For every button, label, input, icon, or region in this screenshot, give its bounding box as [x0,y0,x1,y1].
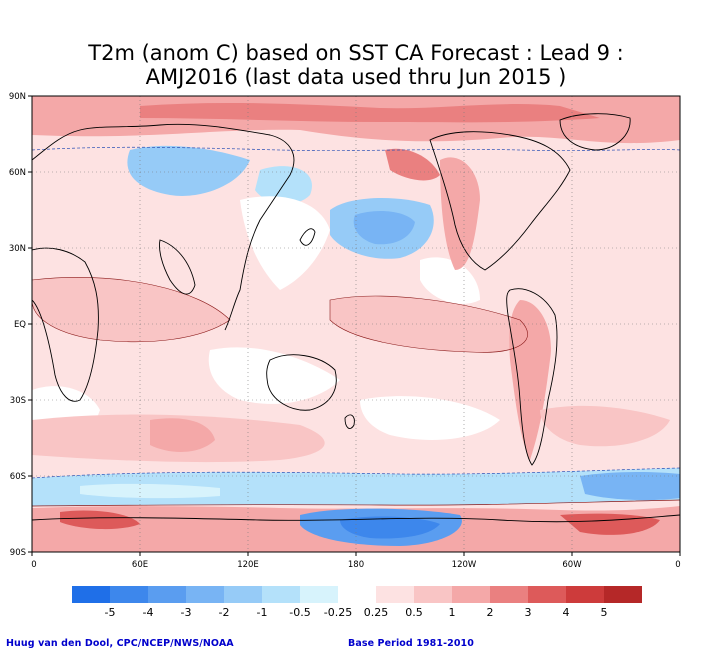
alaska-warm-core [385,148,440,181]
antarctica-warm-core-east [60,510,140,530]
colorbar-label: -1 [257,606,268,619]
colorbar-swatch [110,586,148,603]
colorbar-labels: -5 -4 -3 -2 -1 -0.5 -0.25 0.25 0.5 1 2 3… [105,606,608,619]
contour-line [32,499,680,507]
colorbar-swatch [148,586,186,603]
south-atlantic-sector-cool-core [580,472,680,501]
lat-label-30s: 30S [10,396,26,406]
colorbar-swatch [566,586,604,603]
north-pacific-cool-core [353,210,415,245]
lat-label-30n: 30N [9,244,26,254]
lat-label-90s: 90S [10,548,26,558]
colorbar: -5 -4 -3 -2 -1 -0.5 -0.25 0.25 0.5 1 2 3… [72,586,642,619]
colorbar-swatch [72,586,110,603]
map-title-line-1: T2m (anom C) based on SST CA Forecast : … [88,41,624,65]
latitude-labels: 90N 60N 30N EQ 30S 60S 90S [9,92,26,558]
colorbar-label: 3 [525,606,532,619]
colorbar-label: 5 [601,606,608,619]
new-zealand-coastline [344,414,355,429]
colorbar-label: -4 [143,606,154,619]
colorbar-label: -2 [219,606,230,619]
lat-label-eq: EQ [14,320,26,330]
colorbar-swatch [186,586,224,603]
colorbar-swatches [72,586,642,603]
eurasia-coastline [32,123,295,331]
colorbar-label: 1 [449,606,456,619]
north-america-coastline [429,131,571,271]
colorbar-label: 2 [487,606,494,619]
contour-line [32,146,680,151]
colorbar-label: -5 [105,606,116,619]
neutral-zone-indian-ocean [208,347,340,404]
colorbar-label: -0.5 [289,606,310,619]
lon-label-60e: 60E [132,560,148,570]
arctic-warm-core [140,102,600,123]
lon-label-60w: 60W [562,560,582,570]
gridlines [32,96,680,552]
colorbar-label: 0.5 [405,606,423,619]
contour-line [32,277,231,343]
india-coastline [159,239,196,295]
longitude-labels: 0 60E 120E 180 120W 60W 0 [31,560,680,570]
southern-ocean-weak-cool [80,483,220,499]
africa-warm-band [32,277,230,342]
colorbar-swatch [528,586,566,603]
lat-label-60n: 60N [9,168,26,178]
colorbar-swatch [338,586,376,603]
antarctica-coastline [32,514,680,523]
south-america-warm-band [509,300,551,460]
colorbar-swatch [224,586,262,603]
axis-ticks [28,95,681,556]
colorbar-swatch [604,586,642,603]
map-field [32,96,680,552]
eurasia-cool-patch [127,145,250,196]
map-title-line-2: AMJ2016 (last data used thru Jun 2015 ) [145,65,567,89]
greenland-coastline [559,113,631,151]
lat-label-90n: 90N [9,92,26,102]
contour-line [32,467,680,479]
colorbar-label: -3 [181,606,192,619]
colorbar-swatch [376,586,414,603]
colorbar-swatch [490,586,528,603]
south-atlantic-warm-patch [540,405,670,447]
base-period-note: Base Period 1981-2010 [348,638,474,649]
lat-label-60s: 60S [10,472,26,482]
lon-label-0-left: 0 [31,560,36,570]
colorbar-label: -0.25 [324,606,352,619]
coastlines [32,113,680,523]
neutral-zone-south-pacific [360,396,500,440]
lon-label-120e: 120E [237,560,259,570]
africa-coastline [32,247,99,402]
north-america-west-coast-warm [440,157,480,270]
neutral-zone-central-pacific [420,257,480,304]
colorbar-swatch [300,586,338,603]
colorbar-swatch [452,586,490,603]
colorbar-swatch [262,586,300,603]
australia-coastline [266,354,337,411]
contour-line [329,295,528,353]
lon-label-180: 180 [348,560,364,570]
lon-label-0-right: 0 [675,560,680,570]
neutral-zone-west-pacific [240,196,330,290]
ross-sea-cool-core [340,516,440,539]
lon-label-120w: 120W [452,560,477,570]
south-indian-ocean-warm-core [150,418,215,452]
colorbar-label: 4 [563,606,570,619]
japan-coastline [299,228,316,246]
south-america-coastline [506,288,558,466]
colorbar-swatch [414,586,452,603]
author-credit: Huug van den Dool, CPC/NCEP/NWS/NOAA [6,638,234,649]
colorbar-label: 0.25 [364,606,389,619]
